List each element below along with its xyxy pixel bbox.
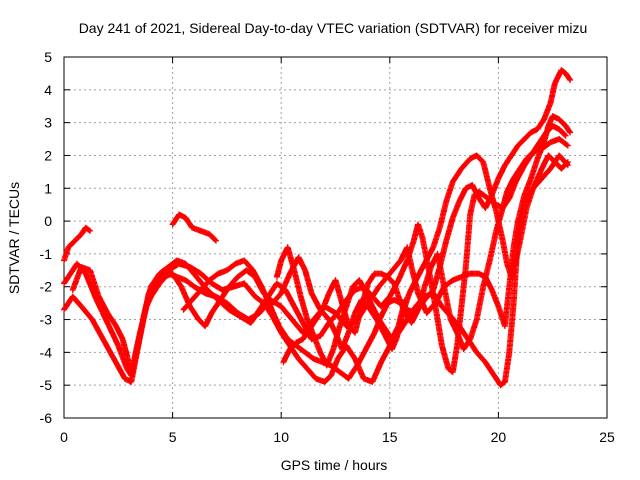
x-tick-label: 0 bbox=[60, 429, 68, 445]
series-markers bbox=[169, 211, 219, 244]
x-axis-title: GPS time / hours bbox=[281, 457, 388, 473]
series-markers bbox=[280, 122, 569, 366]
data-series bbox=[280, 122, 569, 366]
x-tick-label: 5 bbox=[169, 429, 177, 445]
data-series bbox=[273, 244, 408, 369]
series-markers bbox=[273, 244, 408, 369]
y-tick-label: -1 bbox=[40, 246, 53, 262]
series-markers bbox=[180, 67, 574, 382]
y-tick-label: 0 bbox=[44, 213, 52, 229]
data-series bbox=[61, 224, 94, 264]
plot-frame bbox=[63, 56, 608, 419]
y-tick-label: 1 bbox=[44, 180, 52, 196]
data-series bbox=[169, 211, 219, 244]
y-tick-label: -3 bbox=[40, 312, 53, 328]
x-tick-label: 10 bbox=[273, 429, 289, 445]
x-tick-label: 15 bbox=[382, 429, 398, 445]
y-tick-label: -4 bbox=[40, 344, 53, 360]
y-tick-label: -2 bbox=[40, 279, 53, 295]
x-tick-label: 25 bbox=[599, 429, 615, 445]
y-tick-label: -6 bbox=[40, 410, 53, 426]
y-tick-label: 5 bbox=[44, 49, 52, 65]
y-tick-label: 4 bbox=[44, 82, 52, 98]
chart-title: Day 241 of 2021, Sidereal Day-to-day VTE… bbox=[79, 20, 588, 36]
data-series bbox=[180, 67, 574, 382]
y-tick-label: 3 bbox=[44, 115, 52, 131]
axis-ticks: 0 5 10 15 20 25 -6 -5 -4 -3 -2 -1 0 1 2 3 4 5 bbox=[40, 49, 615, 445]
y-axis-title: SDTVAR / TECUs bbox=[6, 182, 22, 294]
data-layer bbox=[61, 67, 574, 389]
series-markers bbox=[61, 224, 94, 264]
y-tick-label: 2 bbox=[44, 147, 52, 163]
x-tick-label: 20 bbox=[491, 429, 507, 445]
y-tick-label: -5 bbox=[40, 377, 53, 393]
